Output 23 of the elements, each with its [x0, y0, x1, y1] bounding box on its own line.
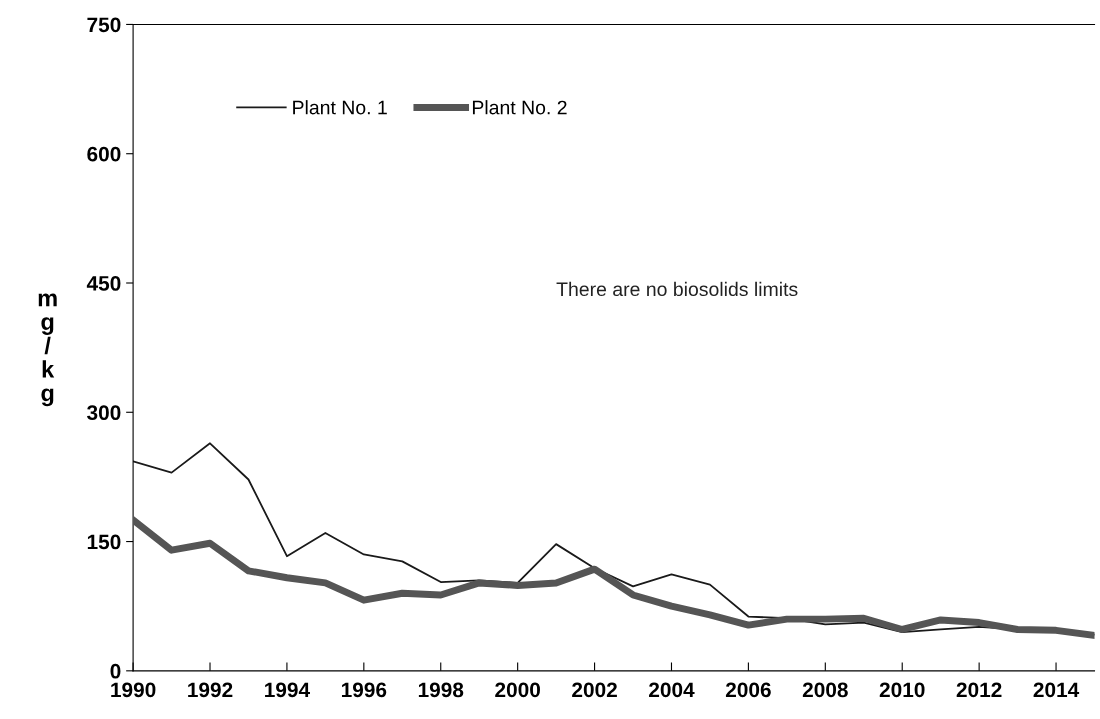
x-tick-label: 1992 [188, 682, 233, 698]
x-tick-label: 2008 [802, 682, 848, 698]
x-tick-label: 2010 [879, 682, 925, 698]
y-tick-label: 750 [87, 17, 121, 33]
x-tick-label: 2012 [956, 682, 1002, 698]
y-tick-label: 300 [87, 405, 121, 421]
x-tick-label: 1996 [341, 682, 387, 698]
y-tick-label: 150 [87, 534, 121, 550]
y-tick-label: 600 [87, 146, 121, 162]
x-tick-label: 1998 [418, 682, 464, 698]
y-tick-label: 0 [110, 663, 121, 679]
x-tick-label: 1990 [111, 682, 156, 698]
x-tick-label: 1994 [265, 682, 310, 698]
x-tick-label: 2000 [495, 682, 540, 698]
annotation: There are no biosolids limits [556, 281, 798, 297]
legend-label: Plant No. 2 [472, 100, 567, 115]
x-tick-label: 2002 [572, 682, 617, 698]
x-tick-label: 2006 [725, 682, 771, 698]
y-axis-title: mg/kg [38, 293, 57, 407]
legend-label: Plant No. 1 [293, 100, 387, 115]
x-tick-label: 2014 [1033, 682, 1080, 698]
x-tick-label: 2004 [649, 682, 695, 698]
y-tick-label: 450 [86, 276, 121, 291]
